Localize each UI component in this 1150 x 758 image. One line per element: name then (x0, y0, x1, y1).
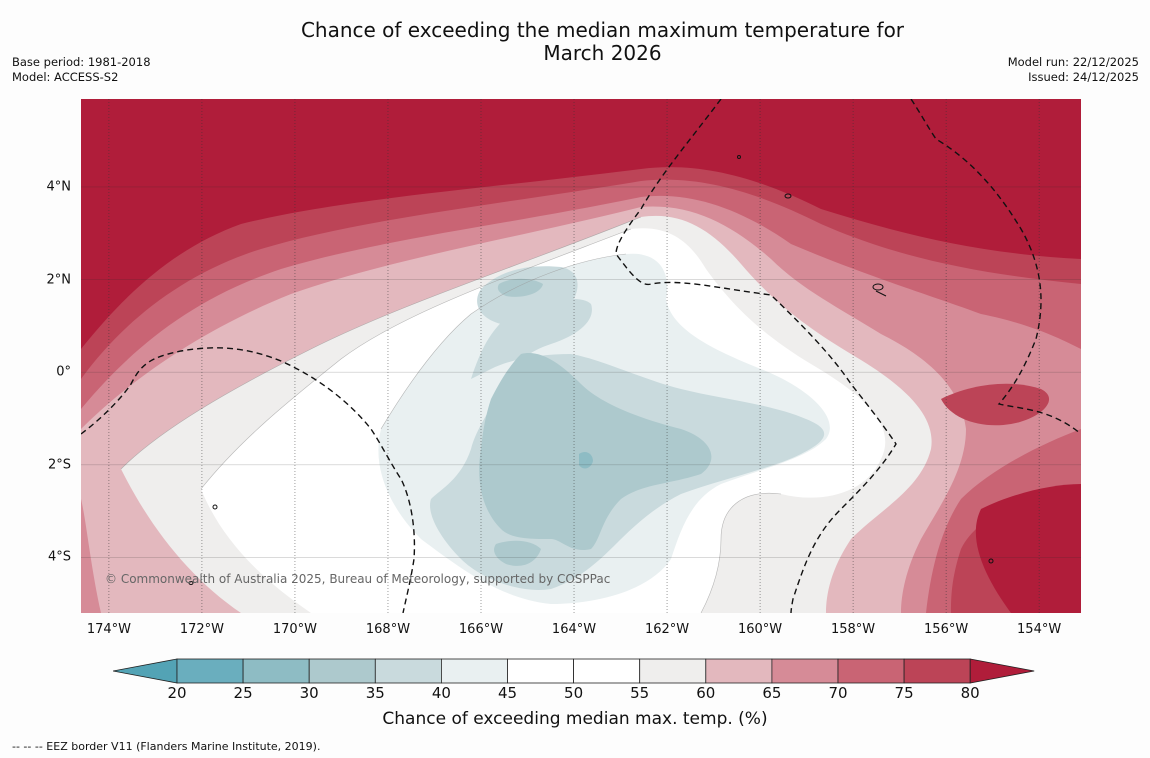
colorbar-segment (573, 658, 641, 684)
colorbar-segment (903, 658, 971, 684)
colorbar-segment (176, 658, 244, 684)
colorbar-tick-label: 20 (167, 684, 187, 702)
lon-label: 172°W (179, 622, 225, 637)
graticule (81, 99, 1081, 613)
chart-title: Chance of exceeding the median maximum t… (175, 19, 1030, 65)
colorbar-tick-label: 75 (894, 684, 914, 702)
field-warm-blob-se (975, 484, 1081, 613)
island-a (784, 193, 792, 199)
island-e (188, 581, 194, 585)
colorbar-extend-high (969, 658, 1035, 684)
lat-label: 2°N (46, 272, 72, 288)
lon-label: 166°W (458, 622, 504, 637)
lon-label: 156°W (924, 622, 969, 637)
eez-border-east (910, 99, 1081, 435)
colorbar-segment (705, 658, 773, 684)
colorbar-segment (440, 658, 508, 684)
field-band-30 (479, 353, 712, 551)
contour-lines (120, 216, 782, 613)
eez-borders (81, 99, 1081, 613)
colorbar-label: Chance of exceeding median max. temp. (%… (382, 709, 768, 729)
lon-label: 164°W (551, 622, 597, 637)
colorbar (113, 658, 1035, 684)
colorbar-segment (374, 658, 442, 684)
colorbar-segment (639, 658, 707, 684)
field-band-30c (497, 278, 543, 297)
colorbar-segment (242, 658, 310, 684)
base-period: Base period: 1981-2018 (12, 55, 151, 69)
colorbar-extend-low (113, 658, 178, 684)
lon-label: 154°W (1017, 622, 1062, 637)
lat-label: 0° (56, 364, 71, 380)
colorbar-tick-label: 45 (497, 684, 518, 702)
colorbar-segment (771, 658, 839, 684)
lat-label: 4°S (47, 549, 71, 565)
lat-label: 4°N (46, 179, 72, 195)
model-run: Model run: 22/12/2025 (1007, 55, 1139, 69)
field-band-30b (494, 540, 541, 566)
lon-label: 160°W (737, 622, 783, 637)
forecast-map: © Commonwealth of Australia 2025, Bureau… (81, 99, 1081, 613)
lon-label: 162°W (644, 622, 690, 637)
title-line-2: March 2026 (543, 41, 662, 65)
title-line-1: Chance of exceeding the median maximum t… (300, 18, 905, 42)
colorbar-tick-label: 25 (233, 684, 253, 702)
colorbar-tick-label: 80 (960, 684, 980, 702)
lon-label: 170°W (272, 622, 318, 637)
colorbar-tick-label: 35 (365, 684, 385, 702)
island-d (212, 504, 218, 510)
eez-border-west (81, 347, 416, 613)
colorbar-tick-label: 50 (564, 684, 584, 702)
lon-label: 174°W (86, 622, 131, 637)
field-warm-blob-e (941, 383, 1050, 426)
field-band-25 (579, 451, 593, 469)
meta-left: Base period: 1981-2018 Model: ACCESS-S2 (12, 55, 151, 85)
lon-label: 158°W (830, 622, 876, 637)
meta-right: Model run: 22/12/2025 Issued: 24/12/2025 (1008, 55, 1139, 85)
island-c (875, 290, 887, 297)
colorbar-segment (308, 658, 376, 684)
colorbar-tick-label: 40 (431, 684, 451, 702)
colorbar-tick-label: 55 (630, 684, 650, 702)
model-name: Model: ACCESS-S2 (12, 70, 119, 84)
eez-border-central (615, 99, 897, 613)
island-g (737, 155, 741, 159)
map-canvas (81, 99, 1081, 613)
colorbar-tick-label: 65 (762, 684, 782, 702)
islands (188, 155, 994, 585)
footer-legend: -- -- -- EEZ border V11 (Flanders Marine… (12, 740, 321, 753)
colorbar-tick-label: 70 (828, 684, 848, 702)
colorbar-segment (507, 658, 574, 684)
copyright-notice: © Commonwealth of Australia 2025, Bureau… (105, 572, 611, 586)
colorbar-tick-label: 30 (299, 684, 319, 702)
island-b (872, 283, 884, 291)
issued-date: Issued: 24/12/2025 (1028, 70, 1139, 84)
colorbar-segment (837, 658, 905, 684)
island-f (988, 558, 994, 564)
colorbar-tick-label: 60 (696, 684, 716, 702)
lat-label: 2°S (47, 457, 71, 473)
lon-label: 168°W (365, 622, 411, 637)
